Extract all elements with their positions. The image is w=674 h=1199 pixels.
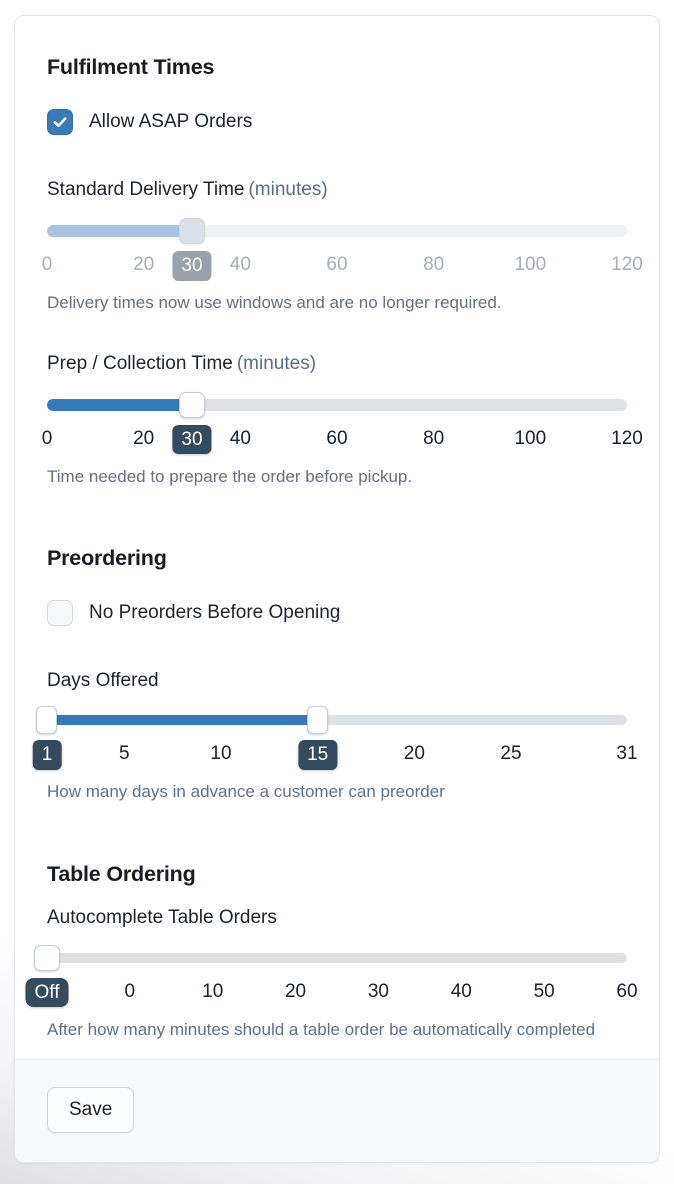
autocomplete-table-orders-ticks: Off 0 10 20 30 40 50 60 (25, 977, 638, 1010)
prep-collection-time-label-text: Prep / Collection Time (47, 352, 233, 374)
slider-tick: 60 (326, 427, 348, 449)
slider-track[interactable] (47, 224, 627, 237)
autocomplete-table-orders-help: After how many minutes should a table or… (47, 1019, 596, 1039)
standard-delivery-time-ticks: 0 20 30 40 60 80 100 120 (42, 250, 643, 283)
slider-tick: 100 (514, 427, 547, 449)
days-offered-slider[interactable] (36, 706, 627, 735)
standard-delivery-time-slider[interactable] (47, 217, 627, 244)
standard-delivery-time-label-text: Standard Delivery Time (47, 178, 245, 200)
save-button[interactable]: Save (47, 1087, 135, 1133)
days-offered-max-badge: 15 (298, 740, 338, 770)
days-offered-group: Days Offered 1 5 10 15 20 25 31 How many… (32, 670, 638, 805)
slider-tick: 40 (229, 253, 251, 275)
prep-collection-time-help: Time needed to prepare the order before … (47, 466, 413, 486)
prep-collection-time-group: Prep / Collection Time (minutes) 0 20 30 … (42, 353, 643, 490)
slider-tick: 120 (611, 253, 643, 275)
prep-collection-time-label: Prep / Collection Time (minutes) (47, 353, 627, 375)
standard-delivery-time-value-badge: 30 (172, 250, 212, 281)
slider-tick: 10 (202, 980, 224, 1002)
autocomplete-table-orders-slider[interactable] (34, 944, 627, 971)
slider-track[interactable] (47, 715, 627, 726)
slider-fill (47, 715, 318, 726)
days-offered-min-handle[interactable] (36, 706, 57, 735)
no-preorders-label: No Preorders Before Opening (89, 602, 341, 624)
prep-collection-time-handle[interactable] (179, 391, 205, 418)
autocomplete-table-orders-group: Autocomplete Table Orders Off 0 10 20 30… (25, 906, 638, 1043)
slider-tick: 40 (229, 427, 251, 449)
standard-delivery-time-group: Standard Delivery Time (minutes) 0 20 30 … (42, 179, 643, 316)
fulfilment-times-heading: Fulfilment Times (47, 55, 215, 79)
allow-asap-orders-label: Allow ASAP Orders (89, 110, 253, 132)
settings-card: Fulfilment Times Allow ASAP Orders Stand… (14, 15, 660, 1163)
autocomplete-off-badge: Off (25, 977, 69, 1008)
allow-asap-orders-row: Allow ASAP Orders (47, 108, 627, 135)
slider-tick: 20 (133, 427, 155, 449)
slider-tick: 0 (124, 980, 136, 1002)
slider-tick: 20 (284, 980, 307, 1002)
standard-delivery-time-help: Delivery times now use windows and are n… (47, 292, 502, 312)
minutes-unit-label: (minutes) (248, 178, 328, 200)
days-offered-label: Days Offered (47, 670, 159, 692)
days-offered-ticks: 1 5 10 15 20 25 31 (32, 740, 638, 772)
prep-collection-time-slider[interactable] (47, 391, 627, 418)
days-offered-max-handle[interactable] (306, 706, 328, 735)
days-offered-min-badge: 1 (32, 740, 62, 770)
slider-track[interactable] (47, 398, 627, 411)
prep-collection-time-value-badge: 30 (172, 424, 212, 455)
minutes-unit-label: (minutes) (236, 352, 317, 374)
slider-fill (47, 224, 192, 237)
standard-delivery-time-handle[interactable] (179, 217, 205, 244)
checkmark-icon (51, 113, 69, 131)
slider-tick: 60 (326, 253, 348, 275)
slider-tick: 40 (450, 980, 472, 1002)
allow-asap-orders-checkbox[interactable] (47, 108, 73, 135)
slider-tick: 60 (616, 980, 638, 1002)
settings-card-body: Fulfilment Times Allow ASAP Orders Stand… (15, 16, 659, 1059)
slider-tick: 5 (119, 743, 130, 765)
slider-fill (47, 398, 192, 411)
slider-tick: 0 (41, 253, 53, 275)
preordering-heading: Preordering (47, 546, 167, 571)
slider-track[interactable] (47, 952, 627, 963)
days-offered-help: How many days in advance a customer can … (47, 782, 445, 802)
slider-tick: 100 (514, 253, 547, 275)
slider-tick: 10 (210, 743, 232, 765)
slider-tick: 80 (423, 253, 445, 275)
slider-tick: 20 (133, 253, 155, 275)
slider-tick: 25 (500, 743, 522, 765)
table-ordering-heading: Table Ordering (47, 861, 196, 886)
autocomplete-table-orders-label: Autocomplete Table Orders (47, 906, 277, 928)
slider-tick: 20 (403, 743, 425, 765)
autocomplete-table-orders-handle[interactable] (34, 944, 60, 971)
no-preorders-checkbox[interactable] (47, 600, 73, 627)
slider-tick: 30 (367, 980, 389, 1002)
slider-tick: 0 (41, 427, 53, 449)
slider-tick: 31 (616, 743, 638, 765)
slider-tick: 80 (423, 427, 445, 449)
slider-tick: 120 (611, 427, 643, 449)
standard-delivery-time-label: Standard Delivery Time (minutes) (47, 179, 627, 201)
settings-footer: Save (15, 1059, 659, 1162)
prep-collection-time-ticks: 0 20 30 40 60 80 100 120 (42, 424, 643, 457)
no-preorders-row: No Preorders Before Opening (47, 600, 627, 627)
slider-tick: 50 (533, 980, 555, 1002)
